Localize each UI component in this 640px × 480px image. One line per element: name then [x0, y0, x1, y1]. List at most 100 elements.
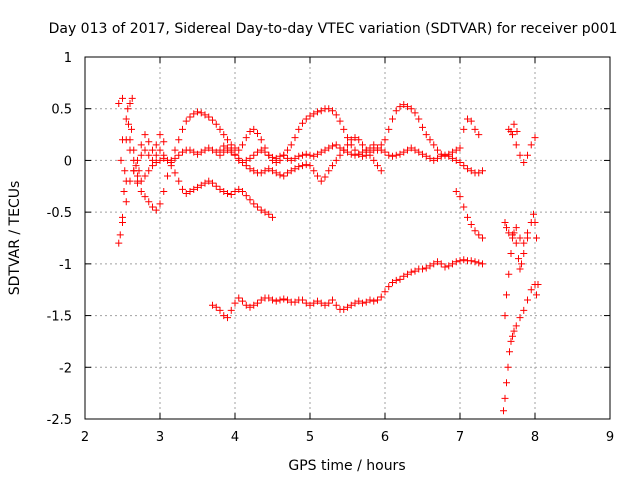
data-point [119, 94, 126, 102]
data-point [351, 299, 359, 307]
plot-frame [84, 56, 611, 420]
data-point [516, 265, 524, 273]
x-tick-label: 2 [81, 430, 89, 445]
data-point [464, 165, 471, 173]
data-point [449, 148, 456, 156]
data-point [194, 150, 201, 158]
data-point [464, 213, 471, 221]
data-point [516, 234, 524, 242]
data-point [186, 113, 194, 121]
data-point [257, 146, 265, 154]
x-tick-label: 7 [456, 430, 464, 445]
data-point [227, 191, 235, 199]
data-point [449, 154, 456, 162]
data-point [456, 158, 464, 166]
data-point [445, 152, 453, 160]
data-point [332, 156, 340, 164]
data-point [430, 260, 438, 268]
data-point [347, 301, 355, 309]
data-point [182, 190, 190, 198]
data-point [291, 154, 299, 162]
data-point [467, 117, 475, 125]
data-point [152, 158, 160, 166]
data-point [250, 200, 258, 208]
data-point [284, 169, 291, 177]
series-track-g [500, 120, 542, 415]
y-tick-label: -1 [59, 258, 72, 273]
data-point [520, 306, 528, 314]
data-point [224, 190, 231, 198]
data-point [475, 169, 483, 177]
data-point [295, 152, 303, 160]
data-point [250, 151, 258, 159]
data-point [254, 148, 261, 156]
data-point [527, 141, 535, 149]
data-point [299, 162, 306, 170]
data-point [434, 154, 441, 162]
data-point [205, 144, 213, 152]
data-point [437, 152, 445, 160]
data-point [149, 162, 156, 170]
data-point [467, 257, 475, 265]
x-tick-label: 4 [231, 430, 239, 445]
data-point [224, 314, 231, 322]
data-point [190, 110, 198, 118]
data-point [246, 127, 254, 135]
data-point [460, 203, 468, 211]
data-point [265, 210, 273, 218]
data-point [295, 163, 303, 171]
data-point [407, 105, 415, 113]
data-point [190, 148, 198, 156]
y-tick-label: 0.5 [51, 103, 72, 118]
data-point [254, 130, 261, 138]
data-point [235, 154, 243, 162]
data-point [531, 218, 539, 226]
data-point [518, 260, 525, 268]
data-point [124, 105, 132, 113]
data-point [141, 131, 149, 139]
data-point [504, 363, 512, 371]
data-point [235, 185, 243, 193]
data-point [171, 154, 179, 162]
data-point [475, 131, 483, 139]
data-point [156, 131, 164, 139]
data-point [520, 158, 528, 166]
data-point [246, 165, 254, 173]
data-point [507, 250, 515, 258]
data-point [471, 258, 479, 266]
data-point [501, 218, 509, 226]
data-point [242, 134, 250, 142]
data-point [265, 165, 273, 173]
data-point [336, 117, 344, 125]
data-point [276, 296, 284, 304]
data-point [422, 264, 430, 272]
data-point [404, 270, 411, 278]
data-point [456, 257, 464, 265]
y-tick-label: 0 [64, 154, 72, 169]
data-point [272, 297, 280, 305]
data-point [299, 151, 306, 159]
data-point [280, 295, 288, 303]
data-point [344, 303, 351, 311]
data-point [175, 151, 183, 159]
data-point [471, 125, 479, 133]
y-axis-title: SDTVAR / TECUs [7, 181, 23, 296]
data-point [231, 144, 239, 152]
data-point [201, 146, 209, 154]
data-point [321, 173, 329, 181]
data-point [505, 270, 513, 278]
data-point [479, 234, 486, 242]
data-point [452, 187, 460, 195]
data-point [449, 260, 456, 268]
data-point [212, 303, 220, 311]
data-point [122, 115, 130, 123]
data-point [209, 146, 216, 154]
data-point [512, 239, 520, 247]
data-point [460, 162, 468, 170]
data-point [209, 116, 216, 124]
data-point [381, 288, 389, 296]
data-point [407, 144, 415, 152]
data-point [501, 394, 509, 402]
data-point [507, 127, 515, 135]
